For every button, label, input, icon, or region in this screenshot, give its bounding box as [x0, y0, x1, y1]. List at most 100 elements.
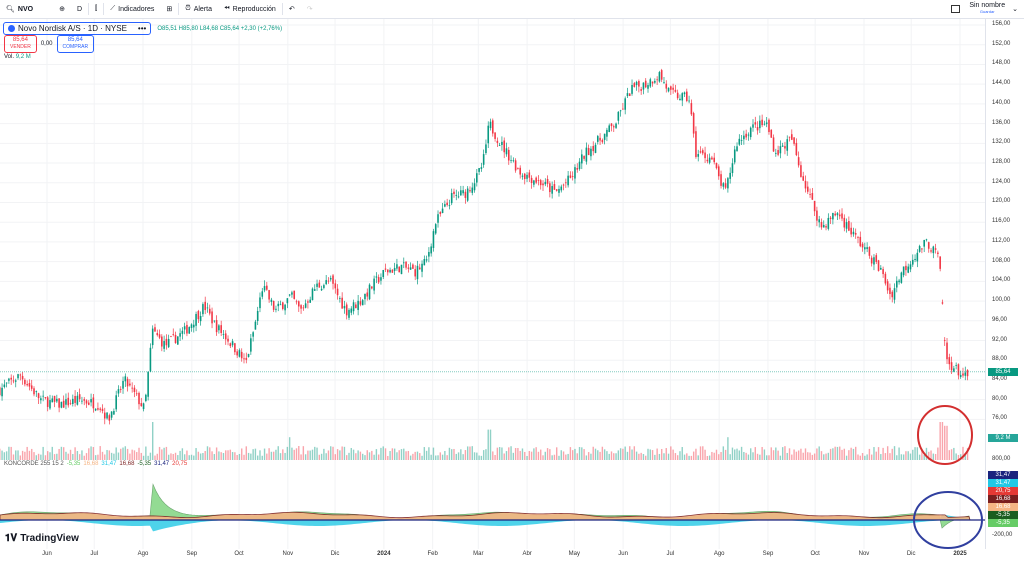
- symbol-search[interactable]: 🔍︎ NVO: [6, 5, 34, 14]
- volume-bar: [770, 447, 772, 460]
- candle-body: [332, 275, 334, 284]
- candle-body: [619, 110, 622, 112]
- layout-button[interactable]: Sin nombre Guardar ⌄: [945, 0, 1024, 19]
- volume-bar: [686, 453, 688, 460]
- candle-body: [578, 161, 581, 169]
- candle-body: [909, 264, 912, 270]
- volume-bar: [517, 447, 519, 460]
- candle-body: [81, 400, 83, 402]
- compare-button[interactable]: ⊕: [53, 0, 71, 19]
- candle-body: [877, 260, 880, 271]
- volume-bar: [485, 449, 487, 460]
- candle-body: [667, 87, 670, 92]
- candle-body: [208, 308, 211, 314]
- axis-badge: 85,64: [988, 367, 1018, 376]
- volume-bar: [28, 450, 31, 460]
- volume-bar: [524, 451, 526, 460]
- price-axis[interactable]: 156,00 152,00 148,00 144,00 140,00 136,00 132,…: [985, 19, 1024, 549]
- volume-bar: [610, 451, 613, 460]
- alert-button[interactable]: ⏰︎ Alerta: [185, 5, 212, 13]
- candle-body: [868, 247, 871, 256]
- volume-bar: [227, 450, 229, 460]
- volume-bar: [914, 447, 916, 460]
- candle-body: [875, 255, 878, 262]
- candle-body: [229, 343, 232, 347]
- candle-body: [857, 237, 859, 238]
- candle-body: [220, 325, 222, 333]
- chart-type-button[interactable]: ⫿: [89, 0, 103, 19]
- volume-bar: [692, 451, 695, 460]
- y-tick-label: 84,00: [992, 375, 1008, 382]
- volume-bar: [658, 453, 661, 460]
- price-chart[interactable]: [0, 19, 985, 549]
- candle-body: [357, 300, 359, 310]
- candle-body: [791, 134, 793, 140]
- volume-bar: [932, 453, 935, 460]
- candle-body: [747, 134, 750, 136]
- volume-bar: [421, 455, 423, 460]
- volume-bar: [277, 446, 279, 460]
- candle-body: [318, 282, 321, 288]
- candle-body: [167, 338, 170, 348]
- volume-bar: [152, 422, 154, 460]
- candle-body: [224, 333, 227, 340]
- candle-body: [720, 174, 722, 186]
- volume-bar: [72, 454, 74, 460]
- candle-body: [665, 83, 668, 89]
- volume-bar: [122, 447, 124, 460]
- tradingview-logo[interactable]: 𝟏𝐕 TradingView: [5, 533, 79, 544]
- volume-bar: [206, 446, 209, 460]
- more-icon[interactable]: •••: [137, 24, 147, 33]
- candle-body: [581, 154, 583, 164]
- undo-button[interactable]: ↶: [288, 6, 295, 13]
- volume-bar: [81, 450, 83, 460]
- candle-body: [724, 183, 727, 188]
- candle-body: [658, 72, 661, 82]
- axis-badge: -5,35: [988, 519, 1018, 527]
- candle-body: [90, 399, 92, 403]
- volume-bar: [154, 455, 156, 460]
- candle-body: [1, 387, 3, 397]
- x-tick-label: Nov: [282, 551, 294, 557]
- volume-bar: [332, 446, 334, 460]
- candle-body: [560, 186, 563, 191]
- volume-bar: [508, 447, 510, 460]
- plus-circle-icon: ⊕: [59, 6, 65, 13]
- candle-body: [793, 137, 795, 144]
- templates-button[interactable]: ⊞: [160, 0, 178, 19]
- candle-body: [866, 247, 868, 250]
- candle-body: [772, 137, 775, 152]
- candle-body: [5, 382, 8, 384]
- volume-bar: [238, 453, 241, 460]
- candle-body: [151, 328, 154, 346]
- volume-bar: [647, 448, 649, 460]
- volume-bar: [873, 447, 875, 460]
- volume-bar: [256, 455, 259, 460]
- volume-bar: [565, 454, 567, 460]
- volume-bar: [750, 448, 752, 460]
- volume-bar: [597, 450, 599, 460]
- candle-body: [366, 292, 369, 297]
- time-axis[interactable]: Jun Jul Ago Sep Oct Nov Dic 2024 Feb Mar Abr May Jun…: [0, 548, 985, 561]
- indicators-button[interactable]: ⟋ Indicadores: [110, 5, 155, 13]
- volume-bar: [42, 446, 44, 460]
- volume-bar: [190, 454, 193, 460]
- replay-button[interactable]: ⏪︎ Reproducción: [224, 5, 276, 13]
- sell-button[interactable]: 85,64 VENDER: [4, 35, 37, 53]
- candle-body: [642, 82, 645, 90]
- x-tick-label: May: [568, 551, 580, 557]
- buy-button[interactable]: 85,64 COMPRAR: [56, 35, 95, 53]
- volume-bar: [414, 451, 416, 460]
- volume-bar: [839, 446, 841, 460]
- candle-body: [923, 239, 925, 247]
- redo-button[interactable]: ↷: [306, 6, 313, 13]
- symbol-title[interactable]: Novo Nordisk A/S · 1D · NYSE •••: [3, 22, 152, 35]
- candle-body: [647, 85, 649, 89]
- volume-bar: [174, 452, 177, 460]
- candle-body: [759, 120, 761, 129]
- candle-body: [539, 180, 542, 186]
- volume-bar: [453, 448, 455, 460]
- interval-button[interactable]: D: [76, 5, 82, 13]
- volume-bar: [713, 452, 715, 460]
- axis-badge: 9,2 M: [988, 434, 1018, 442]
